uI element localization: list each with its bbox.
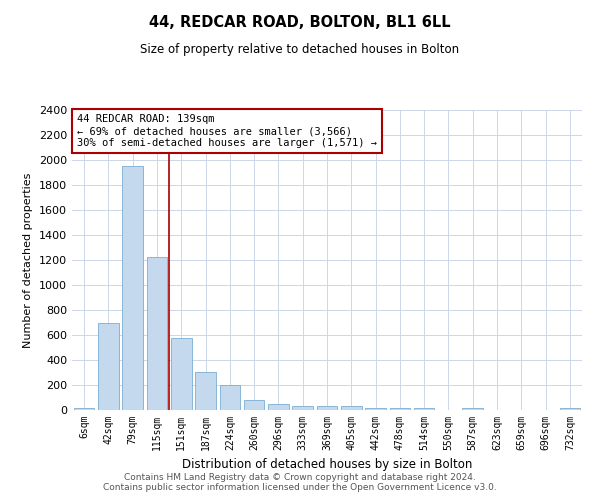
Bar [292, 406, 313, 410]
Bar [389, 408, 410, 410]
Bar [74, 408, 94, 410]
Bar [195, 372, 216, 410]
Bar [171, 338, 191, 410]
Y-axis label: Number of detached properties: Number of detached properties [23, 172, 34, 348]
Bar [414, 408, 434, 410]
X-axis label: Distribution of detached houses by size in Bolton: Distribution of detached houses by size … [182, 458, 472, 471]
Bar [98, 322, 119, 410]
Bar [317, 406, 337, 410]
Bar [268, 404, 289, 410]
Text: 44, REDCAR ROAD, BOLTON, BL1 6LL: 44, REDCAR ROAD, BOLTON, BL1 6LL [149, 15, 451, 30]
Bar [341, 406, 362, 410]
Text: Size of property relative to detached houses in Bolton: Size of property relative to detached ho… [140, 42, 460, 56]
Text: Contains HM Land Registry data © Crown copyright and database right 2024.
Contai: Contains HM Land Registry data © Crown c… [103, 473, 497, 492]
Bar [220, 385, 240, 410]
Bar [146, 257, 167, 410]
Bar [244, 400, 265, 410]
Text: 44 REDCAR ROAD: 139sqm
← 69% of detached houses are smaller (3,566)
30% of semi-: 44 REDCAR ROAD: 139sqm ← 69% of detached… [77, 114, 377, 148]
Bar [365, 408, 386, 410]
Bar [122, 166, 143, 410]
Bar [463, 408, 483, 410]
Bar [560, 408, 580, 410]
